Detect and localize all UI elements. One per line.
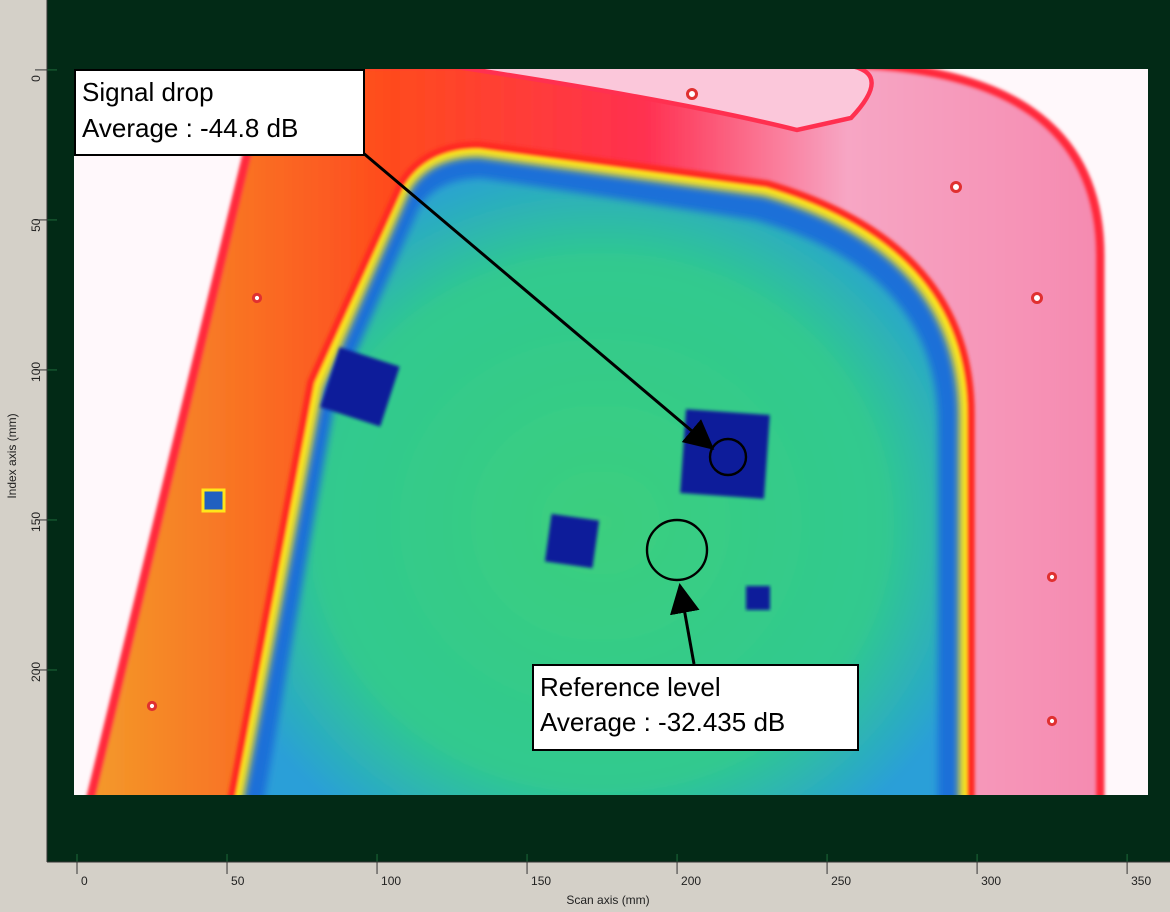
annotation-arrow [670, 583, 700, 665]
y-tick-label: 0 [29, 75, 43, 82]
x-tick-label: 300 [981, 874, 1001, 888]
y-tick-label: 150 [29, 512, 43, 532]
y-tick-label: 100 [29, 362, 43, 382]
x-tick-label: 0 [81, 874, 88, 888]
x-tick-label: 100 [381, 874, 401, 888]
x-tick-label: 50 [231, 874, 245, 888]
x-tick-label: 350 [1131, 874, 1151, 888]
annotation-box [532, 664, 859, 751]
annotation-box [74, 69, 365, 156]
y-tick-label: 50 [29, 218, 43, 232]
x-tick-label: 200 [681, 874, 701, 888]
annotation-arrow [361, 150, 715, 450]
x-tick-label: 150 [531, 874, 551, 888]
x-axis-label: Scan axis (mm) [566, 893, 649, 907]
y-axis-label: Index axis (mm) [5, 413, 19, 498]
annotation-text: Reference level [540, 672, 721, 702]
annotation-text: Average : -32.435 dB [540, 707, 785, 737]
c-scan-image [74, 69, 1148, 795]
annotation-text: Average : -44.8 dB [82, 113, 298, 143]
annotation-text: Signal drop [82, 77, 214, 107]
y-tick-label: 200 [29, 662, 43, 682]
x-tick-label: 250 [831, 874, 851, 888]
